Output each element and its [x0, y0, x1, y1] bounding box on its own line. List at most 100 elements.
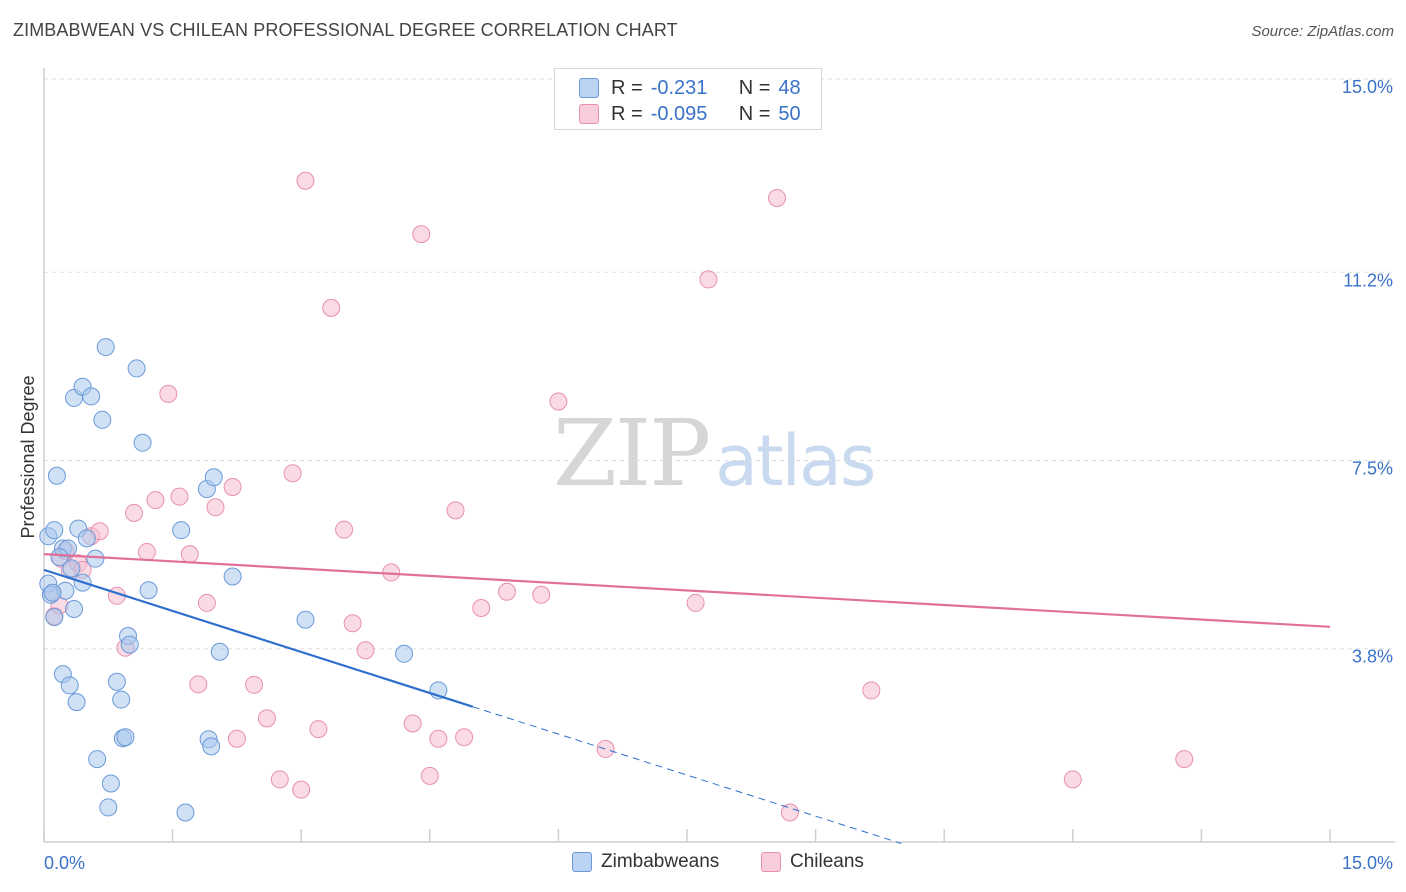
data-point-zimbabwean: [202, 737, 221, 756]
data-point-zimbabwean: [45, 608, 64, 627]
legend-r-label: R =: [611, 76, 643, 99]
legend-item-zimbabweans: Zimbabweans: [572, 851, 719, 873]
y-tick-label: 15.0%: [1342, 77, 1393, 97]
data-point-chilean: [1063, 770, 1082, 789]
data-point-chilean: [356, 641, 375, 660]
legend-label-chileans: Chileans: [790, 851, 864, 872]
data-point-chilean: [686, 593, 705, 612]
data-point-chilean: [197, 593, 216, 612]
legend-swatch-pink: [579, 104, 599, 124]
data-point-chilean: [257, 709, 276, 728]
legend-swatch-blue: [572, 852, 592, 872]
data-point-zimbabwean: [45, 521, 64, 540]
data-point-chilean: [343, 614, 362, 633]
data-point-zimbabwean: [67, 693, 86, 712]
data-point-chilean: [862, 681, 881, 700]
data-point-zimbabwean: [65, 600, 84, 619]
data-point-zimbabwean: [101, 774, 120, 793]
data-point-zimbabwean: [93, 410, 112, 429]
legend-swatch-blue: [579, 78, 599, 98]
trend-line-chileans: [43, 552, 1331, 628]
legend-n-value: 50: [778, 102, 801, 125]
data-point-chilean: [180, 545, 199, 564]
data-point-chilean: [455, 728, 474, 747]
x-tick-label: 15.0%: [1342, 853, 1393, 873]
data-point-chilean: [768, 189, 787, 208]
series-chileans-points: [43, 171, 1194, 822]
stats-legend: R = -0.231 N = 48 R = -0.095 N = 50: [554, 68, 822, 130]
legend-r-label: R =: [611, 102, 643, 125]
data-point-chilean: [446, 501, 465, 520]
data-point-zimbabwean: [62, 559, 81, 578]
legend-label-zimbabweans: Zimbabweans: [601, 851, 720, 872]
data-point-chilean: [596, 739, 615, 758]
data-point-chilean: [412, 225, 431, 244]
data-point-chilean: [189, 675, 208, 694]
data-point-zimbabwean: [112, 690, 131, 709]
data-point-zimbabwean: [176, 803, 195, 822]
data-point-zimbabwean: [139, 581, 158, 600]
data-point-chilean: [497, 582, 516, 601]
legend-r-value: -0.095: [650, 102, 708, 125]
watermark-zip: ZIP: [553, 400, 711, 507]
data-point-chilean: [429, 729, 448, 748]
data-point-chilean: [1175, 750, 1194, 769]
data-point-zimbabwean: [127, 359, 146, 378]
data-point-zimbabwean: [210, 642, 229, 661]
gridlines: [44, 78, 1395, 650]
data-point-zimbabwean: [82, 387, 101, 406]
data-point-zimbabwean: [50, 548, 69, 567]
data-point-zimbabwean: [296, 610, 315, 629]
data-point-chilean: [309, 720, 328, 739]
data-point-zimbabwean: [395, 644, 414, 663]
x-tick-label: 0.0%: [44, 853, 85, 873]
data-point-chilean: [227, 729, 246, 748]
y-tick-label: 3.8%: [1352, 647, 1393, 667]
legend-n-label: N =: [738, 102, 771, 125]
data-point-chilean: [283, 464, 302, 483]
data-point-chilean: [125, 503, 144, 522]
data-point-zimbabwean: [99, 798, 118, 817]
data-point-zimbabwean: [107, 672, 126, 691]
legend-swatch-pink: [761, 852, 781, 872]
data-point-chilean: [780, 803, 799, 822]
data-point-zimbabwean: [223, 567, 242, 586]
legend-item-chileans: Chileans: [761, 851, 864, 873]
data-point-zimbabwean: [120, 635, 139, 654]
data-point-chilean: [472, 599, 491, 618]
trend-lines: [43, 552, 1331, 845]
data-point-chilean: [270, 770, 289, 789]
y-tick-label: 7.5%: [1352, 459, 1393, 479]
data-point-zimbabwean: [77, 529, 96, 548]
data-point-chilean: [335, 520, 354, 539]
data-point-zimbabwean: [88, 750, 107, 769]
data-point-zimbabwean: [116, 728, 135, 747]
data-point-chilean: [699, 270, 718, 289]
data-point-chilean: [146, 491, 165, 510]
chart-title: ZIMBABWEAN VS CHILEAN PROFESSIONAL DEGRE…: [13, 20, 678, 40]
data-point-zimbabwean: [172, 521, 191, 540]
series-zimbabweans-points: [39, 338, 448, 822]
data-point-zimbabwean: [47, 466, 66, 485]
source-credit: Source: ZipAtlas.com: [1251, 23, 1394, 40]
y-axis-label: Professional Degree: [18, 375, 38, 538]
data-point-chilean: [137, 543, 156, 562]
legend-r-value: -0.231: [650, 76, 708, 99]
data-point-chilean: [549, 392, 568, 411]
trend-line-zimbabweans: [43, 568, 474, 708]
data-point-chilean: [170, 487, 189, 506]
watermark: ZIPatlas: [553, 400, 876, 507]
data-point-zimbabwean: [60, 676, 79, 695]
tick-labels: 3.8% 7.5% 11.2% 15.0% 0.0% 15.0%: [44, 77, 1393, 873]
data-point-zimbabwean: [96, 338, 115, 357]
data-point-chilean: [159, 384, 178, 403]
data-point-chilean: [420, 766, 439, 785]
trend-line-zimbabweans-extension: [472, 706, 902, 845]
legend-row-chileans: R = -0.095 N = 50: [579, 101, 801, 127]
data-point-zimbabwean: [86, 549, 105, 568]
data-point-chilean: [296, 171, 315, 190]
legend-n-label: N =: [738, 76, 771, 99]
data-point-chilean: [403, 714, 422, 733]
data-point-chilean: [322, 298, 341, 317]
data-point-chilean: [245, 675, 264, 694]
